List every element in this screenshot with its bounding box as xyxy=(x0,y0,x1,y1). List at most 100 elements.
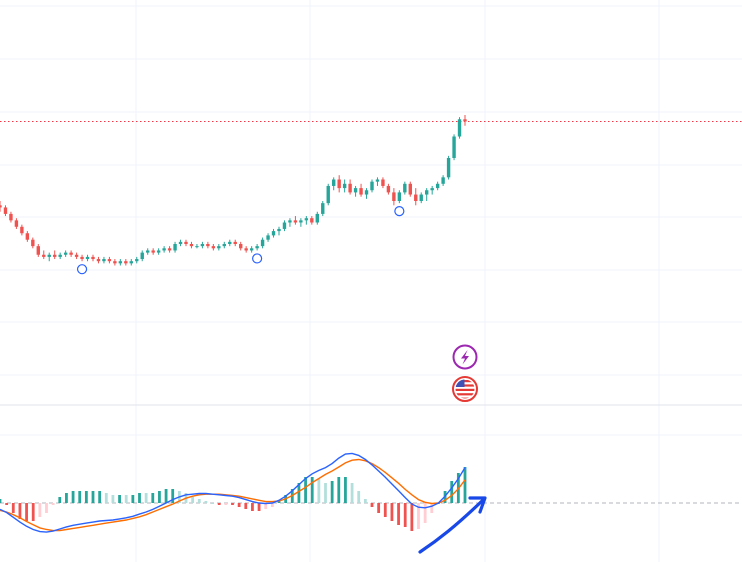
candle[interactable] xyxy=(315,211,319,225)
signal-line[interactable] xyxy=(0,458,466,532)
candle[interactable] xyxy=(173,241,177,253)
candle[interactable] xyxy=(206,241,210,249)
candle[interactable] xyxy=(124,259,128,266)
candle[interactable] xyxy=(463,115,467,126)
candle[interactable] xyxy=(102,256,106,264)
candle[interactable] xyxy=(9,211,13,223)
candle[interactable] xyxy=(260,237,265,249)
candle[interactable] xyxy=(282,220,287,232)
candle[interactable] xyxy=(211,244,216,251)
candle[interactable] xyxy=(381,177,385,189)
candle[interactable] xyxy=(20,224,24,236)
candle[interactable] xyxy=(118,259,123,266)
candle[interactable] xyxy=(200,241,205,249)
candle[interactable] xyxy=(441,175,445,186)
candle[interactable] xyxy=(91,254,95,262)
candle[interactable] xyxy=(244,246,248,253)
candle[interactable] xyxy=(375,177,380,186)
candle[interactable] xyxy=(47,252,51,262)
candle[interactable] xyxy=(113,259,117,266)
candle[interactable] xyxy=(337,175,341,193)
candle[interactable] xyxy=(58,252,62,260)
candle[interactable] xyxy=(392,188,396,206)
candle[interactable] xyxy=(228,239,232,247)
candlestick-series[interactable] xyxy=(0,115,467,266)
candle[interactable] xyxy=(239,241,243,251)
candle[interactable] xyxy=(53,250,57,260)
candle[interactable] xyxy=(42,250,46,260)
candle[interactable] xyxy=(96,256,101,264)
candle[interactable] xyxy=(14,218,19,229)
annotation-arrow[interactable] xyxy=(418,496,487,554)
candle[interactable] xyxy=(310,216,314,225)
macd-histogram[interactable] xyxy=(0,467,467,531)
candle[interactable] xyxy=(277,226,281,236)
candle[interactable] xyxy=(80,254,84,262)
candle[interactable] xyxy=(156,248,161,255)
candle[interactable] xyxy=(446,155,451,180)
candle-body xyxy=(135,259,139,262)
macd-line[interactable] xyxy=(0,452,466,533)
lightning-event-badge[interactable] xyxy=(452,344,478,370)
candle[interactable] xyxy=(217,244,221,251)
candle[interactable] xyxy=(222,241,226,249)
candle[interactable] xyxy=(69,250,73,257)
candle[interactable] xyxy=(151,248,155,255)
candle[interactable] xyxy=(25,231,30,242)
candle[interactable] xyxy=(326,183,330,206)
candle[interactable] xyxy=(107,256,112,264)
us-flag-badge[interactable] xyxy=(452,376,478,402)
candle[interactable] xyxy=(162,246,166,253)
candle[interactable] xyxy=(342,179,347,193)
candle[interactable] xyxy=(364,188,369,199)
event-markers[interactable] xyxy=(76,206,405,275)
candle[interactable] xyxy=(63,250,68,257)
candle[interactable] xyxy=(184,239,188,247)
candle-body xyxy=(129,261,133,264)
candle[interactable] xyxy=(452,134,456,161)
candle[interactable] xyxy=(403,181,407,195)
candle[interactable] xyxy=(85,254,90,262)
event-marker[interactable] xyxy=(394,206,405,217)
candle[interactable] xyxy=(419,192,423,204)
candle[interactable] xyxy=(370,179,374,193)
candle[interactable] xyxy=(31,237,35,249)
candle[interactable] xyxy=(359,183,363,197)
candle[interactable] xyxy=(0,201,2,212)
candle[interactable] xyxy=(74,252,79,260)
event-marker[interactable] xyxy=(252,253,263,264)
candle[interactable] xyxy=(249,246,254,253)
candle[interactable] xyxy=(430,185,434,195)
candle[interactable] xyxy=(348,179,352,195)
candle[interactable] xyxy=(3,205,8,217)
candle[interactable] xyxy=(353,185,358,197)
candle[interactable] xyxy=(266,233,270,242)
candle[interactable] xyxy=(457,117,462,139)
candle[interactable] xyxy=(386,183,391,195)
event-marker[interactable] xyxy=(76,264,88,275)
candle[interactable] xyxy=(146,248,150,255)
candle[interactable] xyxy=(332,177,336,191)
candle[interactable] xyxy=(425,188,429,201)
candle[interactable] xyxy=(435,181,440,191)
candle[interactable] xyxy=(397,190,402,204)
candle[interactable] xyxy=(414,188,418,206)
candle[interactable] xyxy=(321,201,325,217)
candle[interactable] xyxy=(255,244,259,251)
candle[interactable] xyxy=(195,244,199,249)
candle[interactable] xyxy=(135,256,139,264)
candle[interactable] xyxy=(189,241,194,249)
candle[interactable] xyxy=(304,216,309,225)
candle[interactable] xyxy=(293,216,298,225)
candle[interactable] xyxy=(271,228,276,238)
candle[interactable] xyxy=(299,218,303,227)
candle[interactable] xyxy=(178,239,183,247)
candle[interactable] xyxy=(129,259,133,266)
candle[interactable] xyxy=(408,181,412,197)
candle[interactable] xyxy=(140,250,144,262)
candle[interactable] xyxy=(36,244,40,257)
candle[interactable] xyxy=(288,218,292,227)
candle[interactable] xyxy=(233,239,237,247)
candle[interactable] xyxy=(167,246,172,253)
